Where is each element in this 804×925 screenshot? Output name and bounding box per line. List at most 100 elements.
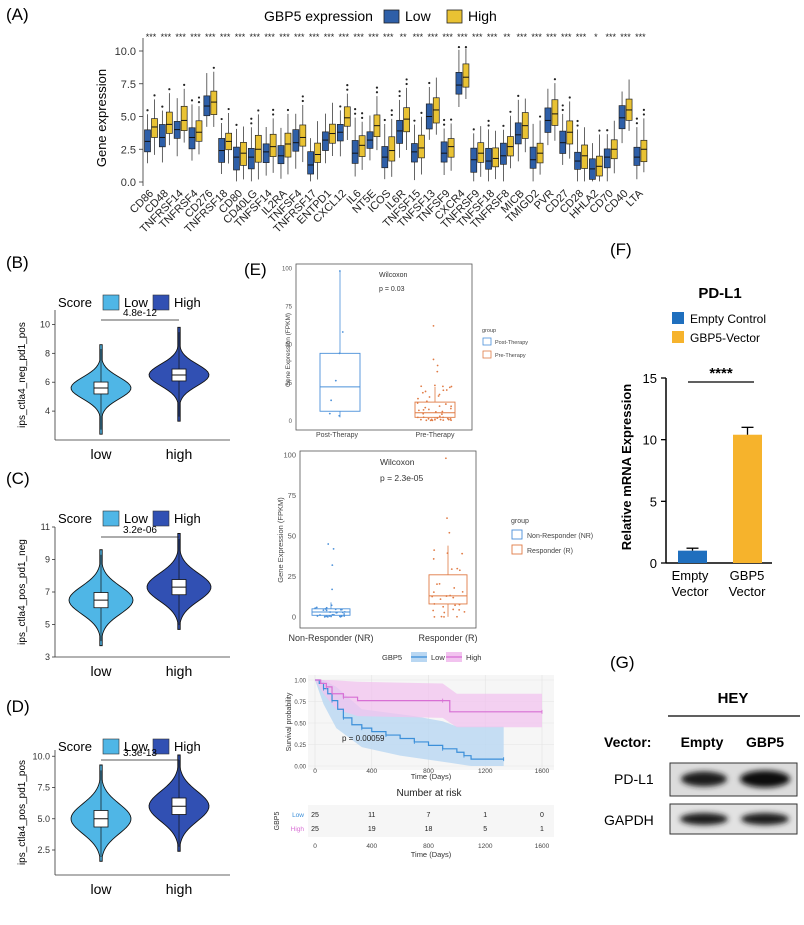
a-box [529, 146, 537, 169]
a-sig-label: *** [605, 32, 616, 42]
e-top-legend-post: Post-Therapy [495, 340, 528, 346]
e-point [332, 613, 335, 616]
legend-high-swatch [446, 9, 463, 24]
risk-ylabel: GBP5 [274, 812, 281, 831]
panel-a-ylabel: Gene expression [94, 69, 109, 167]
e-ytick-label: 25 [288, 572, 296, 581]
a-box [411, 143, 418, 163]
a-outlier [487, 119, 490, 123]
a-box [351, 140, 359, 164]
a-outlier [642, 108, 645, 111]
e-mid-yticks: 0 25 50 75 100 [283, 451, 296, 622]
e-point [443, 616, 445, 618]
risk-row-label: Low [292, 812, 304, 819]
a-sig-label: *** [205, 32, 216, 42]
e-point [432, 358, 435, 361]
e-point [425, 400, 428, 403]
a-outlier [161, 105, 164, 108]
a-sig-label: *** [576, 32, 587, 42]
risk-xtick-label: 800 [423, 843, 434, 850]
e-top-legend-post-swatch [482, 337, 492, 346]
a-box [358, 135, 366, 157]
e-mid-xlabel-nr: Non-Responder (NR) [288, 633, 373, 643]
e-point [452, 596, 455, 599]
violin-ytick-label: 9 [45, 555, 50, 565]
a-outlier [509, 110, 512, 113]
a-sig-label: *** [294, 32, 305, 42]
risk-cell: 18 [425, 826, 433, 833]
a-sig-label: *** [487, 32, 498, 42]
a-outlier [606, 129, 609, 132]
a-outlier [561, 104, 564, 107]
e-point [440, 615, 443, 618]
a-outlier [390, 113, 393, 117]
e-point [436, 417, 439, 419]
risk-table: 0 400 800 1200 1600 Low 25 11 7 1 0 High 25 19 18 5 1 [291, 812, 550, 850]
panel-a-label: (A) [6, 5, 29, 24]
a-sig-label: *** [546, 32, 557, 42]
a-box [462, 63, 470, 88]
risk-cell: 11 [368, 812, 375, 819]
risk-xtick-label: 1600 [535, 843, 550, 850]
a-outlier [635, 117, 638, 120]
a-box [210, 90, 218, 115]
e-point [456, 615, 458, 618]
violin-legend-low-swatch [102, 738, 120, 755]
e-mid-pvalue: p = 2.3e-05 [380, 473, 424, 483]
e-point [439, 598, 442, 601]
violin-xlabel: high [166, 663, 192, 679]
km-curve-high [315, 679, 542, 713]
a-box [551, 99, 559, 126]
e-point [432, 325, 435, 327]
violin-xlabel: low [90, 446, 112, 462]
e-point [331, 564, 334, 566]
a-outlier [413, 119, 416, 122]
panel-e-label: (E) [244, 260, 267, 279]
violin-legend-high-swatch [152, 738, 170, 755]
e-point [456, 567, 459, 570]
a-box [440, 141, 448, 163]
a-sig-label: ** [503, 32, 511, 42]
e-point [343, 613, 346, 615]
e-point [442, 419, 445, 422]
a-outlier [361, 116, 364, 119]
risk-xlabel: Time (Days) [411, 850, 452, 859]
a-outlier [390, 109, 393, 112]
e-point [427, 408, 430, 411]
e-point [445, 389, 448, 391]
f-legend-gbp-swatch [672, 331, 684, 343]
violin-legend-low-label: Low [124, 295, 148, 310]
f-bar [678, 550, 707, 563]
a-outlier [443, 123, 446, 126]
km-ytick-label: 0.75 [294, 700, 306, 706]
e-point [439, 418, 442, 421]
e-mid-legend-r-swatch [511, 544, 523, 555]
e-point [436, 364, 439, 367]
e-point [449, 594, 452, 597]
a-outlier [576, 119, 579, 123]
a-outlier [250, 122, 253, 125]
e-point [458, 603, 461, 606]
e-point [432, 558, 435, 560]
a-box [180, 105, 188, 131]
e-point [331, 613, 334, 616]
a-outlier [398, 90, 401, 93]
e-top-test: Wilcoxon [379, 272, 408, 279]
e-point [334, 379, 337, 382]
f-xlabel-empty-1: Empty [672, 568, 709, 583]
a-box [284, 132, 292, 158]
violin-legend-high-label: High [174, 739, 201, 754]
violin-legend-low-swatch [102, 510, 120, 527]
a-box [388, 136, 396, 162]
e-point [444, 403, 447, 405]
a-outlier [635, 122, 638, 125]
a-outlier [146, 109, 149, 112]
a-outlier [568, 96, 571, 99]
e-point [448, 386, 451, 389]
e-mid-legend-r: Responder (R) [527, 548, 573, 555]
panel-g-label: (G) [610, 653, 635, 672]
a-box [262, 143, 270, 163]
a-outlier [212, 66, 215, 69]
e-point [323, 615, 326, 618]
e-mid-frame [299, 450, 477, 629]
